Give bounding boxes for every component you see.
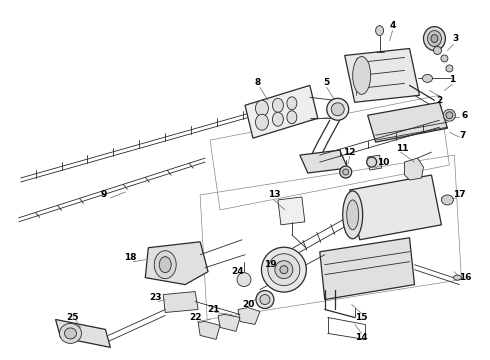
Text: 8: 8 [255,78,261,87]
Ellipse shape [376,26,384,36]
Ellipse shape [422,75,433,82]
Ellipse shape [331,103,344,116]
Ellipse shape [340,166,352,178]
Ellipse shape [154,251,176,279]
Ellipse shape [59,323,81,343]
Ellipse shape [272,98,283,112]
Ellipse shape [159,257,171,273]
Ellipse shape [255,100,269,116]
Ellipse shape [434,46,441,54]
Text: 14: 14 [355,333,368,342]
Text: 17: 17 [453,190,465,199]
Text: 7: 7 [459,131,466,140]
Text: 21: 21 [207,305,220,314]
Ellipse shape [272,112,283,126]
Text: 15: 15 [355,313,368,322]
Text: 3: 3 [452,34,459,43]
Ellipse shape [343,191,363,239]
Ellipse shape [287,111,297,124]
Polygon shape [238,307,260,324]
Text: 11: 11 [396,144,409,153]
Ellipse shape [427,31,441,46]
Text: 12: 12 [343,148,356,157]
Polygon shape [145,242,208,285]
Ellipse shape [343,169,349,175]
Ellipse shape [453,275,462,280]
Ellipse shape [237,273,251,287]
Ellipse shape [65,328,76,339]
Text: 16: 16 [459,273,471,282]
Ellipse shape [268,254,300,285]
Ellipse shape [367,157,377,167]
Ellipse shape [423,27,445,50]
Text: 10: 10 [377,158,390,167]
Polygon shape [163,292,198,312]
Ellipse shape [446,112,453,119]
Text: 24: 24 [232,267,245,276]
Ellipse shape [275,261,293,279]
Ellipse shape [441,55,448,62]
Text: 19: 19 [264,260,276,269]
Polygon shape [345,49,419,102]
Text: 13: 13 [268,190,280,199]
Ellipse shape [441,195,453,205]
Text: 5: 5 [323,78,330,87]
Ellipse shape [262,247,306,292]
Polygon shape [368,155,382,170]
Ellipse shape [255,114,269,130]
Text: 20: 20 [242,300,254,309]
Ellipse shape [443,109,455,121]
Polygon shape [350,175,441,240]
Ellipse shape [260,294,270,305]
Ellipse shape [353,57,370,94]
Polygon shape [320,238,415,300]
Polygon shape [405,158,423,180]
Ellipse shape [347,200,359,230]
Polygon shape [300,150,348,173]
Text: 25: 25 [66,313,79,322]
Ellipse shape [280,266,288,274]
Text: 2: 2 [436,96,442,105]
Text: 22: 22 [189,313,201,322]
Text: 6: 6 [461,111,467,120]
Polygon shape [55,319,110,347]
Polygon shape [278,197,305,225]
Ellipse shape [287,97,297,110]
Text: 23: 23 [149,293,162,302]
Polygon shape [218,315,240,332]
Ellipse shape [327,98,349,120]
Polygon shape [368,102,447,142]
Text: 18: 18 [124,253,137,262]
Polygon shape [198,321,220,339]
Polygon shape [245,85,318,138]
Ellipse shape [256,291,274,309]
Text: 4: 4 [390,21,396,30]
Ellipse shape [431,35,438,42]
Text: 1: 1 [449,75,456,84]
Text: 9: 9 [100,190,107,199]
Ellipse shape [446,65,453,72]
